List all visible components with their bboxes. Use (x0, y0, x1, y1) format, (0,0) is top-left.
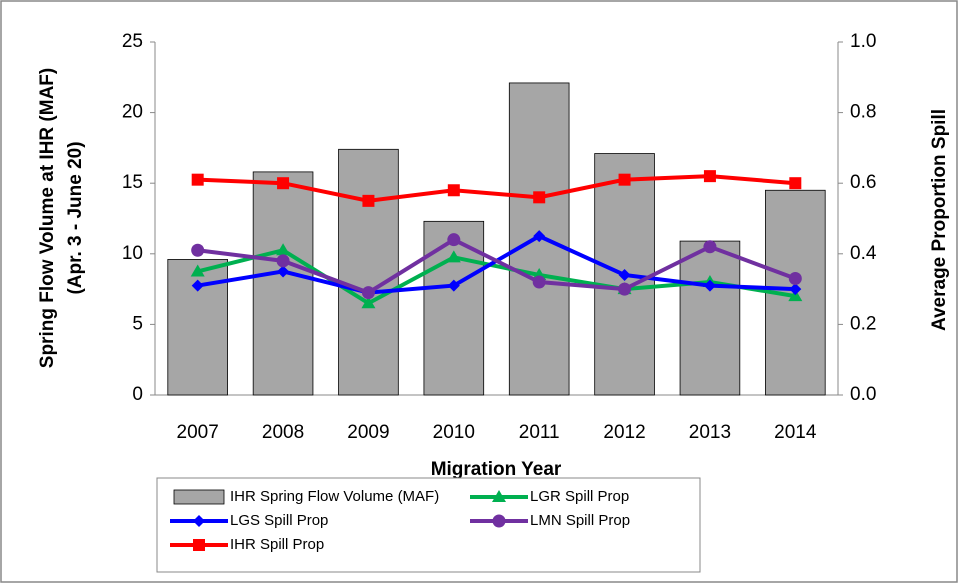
point (447, 279, 460, 292)
x-tick-label: 2008 (262, 422, 304, 443)
legend-marker (492, 514, 506, 528)
y2-tick-label: 0.6 (850, 172, 876, 193)
bar (252, 171, 314, 396)
point (447, 233, 461, 247)
point (788, 289, 803, 302)
y2-tick-label: 0.4 (850, 243, 877, 264)
x-tick-label: 2011 (519, 422, 560, 443)
line (197, 237, 797, 295)
x-tick-label: 2009 (347, 422, 389, 443)
x-tick-label: 2007 (177, 422, 219, 443)
y-tick-label: 10 (122, 243, 143, 264)
legend (156, 477, 701, 573)
point (361, 296, 376, 309)
y-tick-label: 5 (132, 313, 143, 334)
y2-tick-label: 0.0 (850, 384, 876, 405)
x-tick-label: 2013 (689, 422, 731, 443)
point (277, 265, 290, 278)
point (703, 240, 717, 254)
y2-tick-label: 0.2 (850, 313, 876, 334)
point (703, 170, 716, 183)
y-tick-label: 20 (122, 102, 143, 123)
point (788, 272, 802, 286)
point (533, 191, 546, 204)
line (197, 174, 796, 203)
x-axis-label: Migration Year (431, 459, 562, 480)
point (618, 282, 632, 296)
point (277, 177, 290, 190)
point (191, 279, 204, 292)
point (789, 283, 802, 296)
y-axis-label: (Apr. 3 - June 20) (65, 141, 86, 294)
x-tick-label: 2012 (603, 422, 645, 443)
bar (679, 240, 741, 396)
y2-axis-label: Average Proportion Spill (929, 109, 950, 331)
y-tick-label: 15 (122, 172, 143, 193)
y-axis-label: Spring Flow Volume at IHR (MAF) (37, 68, 58, 368)
x-tick-label: 2010 (433, 422, 475, 443)
point (532, 275, 546, 289)
legend-swatch (173, 489, 225, 505)
legend-marker (193, 515, 205, 527)
point (190, 264, 205, 277)
legend-label: IHR Spring Flow Volume (MAF) (230, 488, 439, 505)
point (276, 243, 291, 256)
x-tick-label: 2014 (774, 422, 817, 443)
point (618, 173, 631, 186)
point (191, 173, 204, 186)
point (362, 194, 375, 207)
y-tick-label: 25 (122, 31, 143, 52)
legend-label: IHR Spill Prop (230, 536, 324, 553)
point (789, 177, 802, 190)
legend-label: LGR Spill Prop (530, 488, 629, 505)
legend-marker (193, 539, 205, 551)
legend-label: LMN Spill Prop (530, 512, 630, 529)
y-tick-label: 0 (132, 384, 143, 405)
y2-tick-label: 0.8 (850, 102, 876, 123)
point (361, 286, 375, 300)
legend-marker (492, 490, 506, 502)
point (446, 250, 461, 263)
point (618, 268, 631, 281)
point (703, 279, 716, 292)
legend-label: LGS Spill Prop (230, 512, 328, 529)
point (447, 184, 460, 197)
point (276, 254, 290, 268)
bar (423, 220, 485, 396)
point (191, 243, 205, 257)
point (533, 230, 546, 243)
bar (338, 148, 399, 396)
y2-tick-label: 1.0 (850, 31, 876, 52)
